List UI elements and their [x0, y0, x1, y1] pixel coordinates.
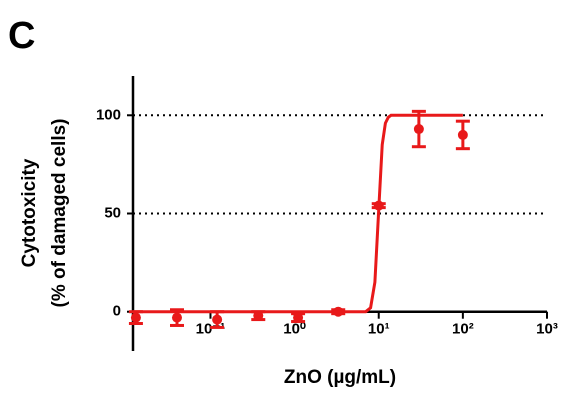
- y-axis-label: (% of damaged cells): [49, 119, 70, 308]
- data-point: [130, 312, 141, 323]
- x-tick-label: 10³: [536, 321, 558, 338]
- data-point: [171, 312, 182, 323]
- y-tick-label: 100: [96, 106, 121, 123]
- data-point: [293, 312, 304, 323]
- y-tick-label: 50: [104, 204, 121, 221]
- data-point: [373, 200, 384, 211]
- x-axis-label: ZnO (µg/mL): [284, 367, 396, 388]
- y-tick-label: 0: [113, 303, 121, 320]
- x-tick-label: 10¹: [368, 321, 390, 338]
- data-point: [333, 306, 344, 317]
- fit-curve: [133, 113, 463, 314]
- y-axis-label: Cytotoxicity: [19, 158, 40, 267]
- x-tick-label: 10⁰: [283, 321, 306, 338]
- panel-label: C: [8, 15, 35, 57]
- data-point: [457, 129, 468, 140]
- data-point: [212, 314, 223, 325]
- data-point: [253, 310, 264, 321]
- x-tick-label: 10²: [452, 321, 474, 338]
- data-point: [413, 124, 424, 135]
- x-tick-label: 10⁻¹: [196, 321, 226, 338]
